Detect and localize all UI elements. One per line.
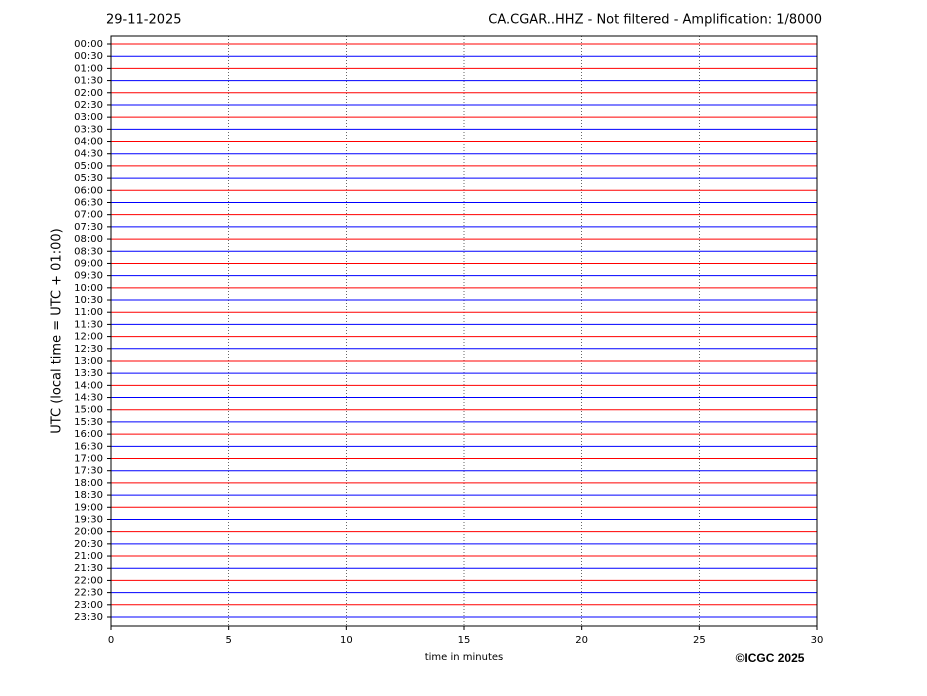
y-tick-label: 08:30 [74,246,103,257]
y-tick-label: 02:00 [74,88,103,99]
y-tick-label: 15:30 [74,417,103,428]
y-tick-label: 16:00 [74,429,103,440]
y-tick-label: 03:30 [74,124,103,135]
y-tick-label: 13:00 [74,356,103,367]
y-tick-label: 07:30 [74,222,103,233]
y-tick-label: 23:30 [74,612,103,623]
y-tick-label: 23:00 [74,600,103,611]
y-tick-label: 09:00 [74,258,103,269]
y-tick-label: 10:00 [74,283,103,294]
y-axis-label: UTC (local time = UTC + 01:00) [50,228,65,433]
y-tick-label: 04:30 [74,149,103,160]
y-tick-label: 20:00 [74,527,103,538]
y-tick-label: 07:00 [74,210,103,221]
y-tick-label: 20:30 [74,539,103,550]
copyright: ©ICGC 2025 [736,651,805,665]
y-tick-label: 06:30 [74,197,103,208]
y-tick-label: 01:00 [74,63,103,74]
y-tick-label: 04:00 [74,137,103,148]
y-tick-label: 12:00 [74,332,103,343]
y-tick-label: 21:00 [74,551,103,562]
y-tick-label: 11:30 [74,319,103,330]
x-tick-label: 10 [340,635,353,646]
y-tick-label: 00:00 [74,39,103,50]
y-tick-label: 19:00 [74,502,103,513]
x-tick-label: 15 [458,635,471,646]
y-tick-label: 19:30 [74,514,103,525]
y-tick-label: 01:30 [74,76,103,87]
y-tick-label: 05:00 [74,161,103,172]
y-tick-label: 21:30 [74,563,103,574]
y-tick-label: 08:00 [74,234,103,245]
plot-frame [110,35,818,627]
y-tick-label: 14:00 [74,380,103,391]
y-tick-label: 09:30 [74,271,103,282]
y-tick-label: 22:00 [74,575,103,586]
x-axis-label: time in minutes [425,652,504,663]
y-tick-label: 18:30 [74,490,103,501]
y-tick-label: 15:00 [74,405,103,416]
y-tick-label: 17:30 [74,466,103,477]
y-tick-label: 17:00 [74,454,103,465]
x-tick-label: 5 [225,635,231,646]
x-tick-label: 25 [693,635,706,646]
y-tick-label: 14:30 [74,393,103,404]
y-tick-label: 05:30 [74,173,103,184]
y-tick-label: 10:30 [74,295,103,306]
y-tick-label: 03:00 [74,112,103,123]
y-tick-label: 22:30 [74,588,103,599]
y-tick-label: 06:00 [74,185,103,196]
y-tick-label: 18:00 [74,478,103,489]
y-tick-label: 02:30 [74,100,103,111]
chart-title: CA.CGAR..HHZ - Not filtered - Amplificat… [488,13,822,28]
y-tick-label: 12:30 [74,344,103,355]
x-tick-label: 0 [108,635,114,646]
y-tick-label: 11:00 [74,307,103,318]
y-tick-label: 16:30 [74,441,103,452]
x-tick-label: 20 [575,635,588,646]
y-tick-label: 13:30 [74,368,103,379]
chart-date: 29-11-2025 [106,13,182,28]
x-tick-label: 30 [811,635,824,646]
y-tick-label: 00:30 [74,51,103,62]
